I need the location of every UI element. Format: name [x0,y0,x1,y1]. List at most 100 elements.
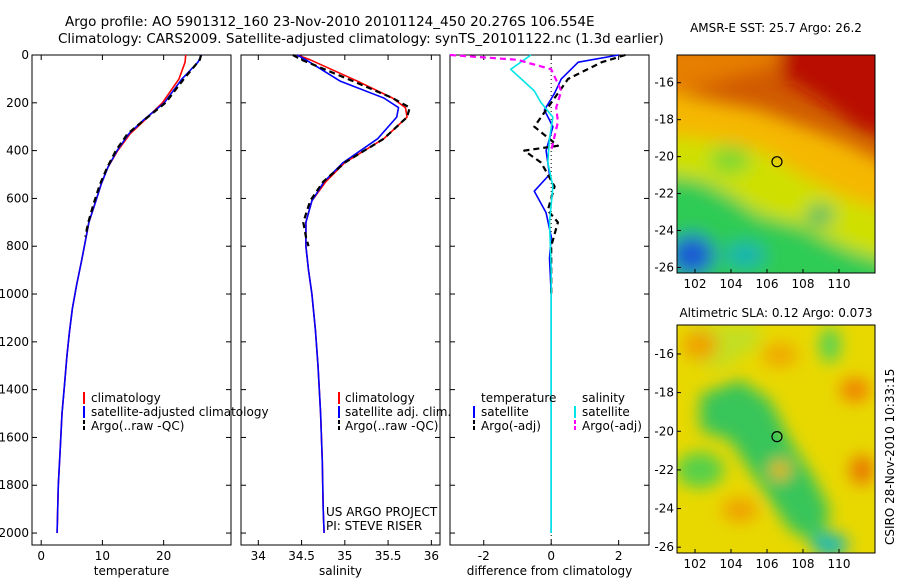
sst-warm-band [677,55,820,93]
map-y-tick-label: -18 [654,386,674,400]
map-x-tick-label: 108 [792,557,815,571]
legend-label-satellite: satellite adj. clim. [345,405,451,419]
x-tick-label: 0 [547,549,555,563]
x-axis-label: temperature [94,564,169,578]
salinity-panel-frame [240,54,441,546]
map-x-tick-label: 110 [828,277,851,291]
difference-legend: temperature satellite Argo(-adj) salinit… [473,391,642,433]
y-tick-label: 800 [6,239,29,253]
map-x-tick-label: 106 [756,557,779,571]
sst-cyan-patch [725,243,765,267]
y-tick-label: 600 [6,191,29,205]
x-axis-label: difference from climatology [467,564,633,578]
map-y-tick-label: -24 [654,224,674,238]
y-tick-label: 2000 [0,526,29,540]
legend-label-temp-argo: Argo(-adj) [481,419,541,433]
series-line-0 [56,54,187,534]
sst-map-title: AMSR-E SST: 25.7 Argo: 26.2 [690,21,862,35]
map-y-tick-label: -16 [654,76,674,90]
sst-map-field [677,55,875,273]
float-location-marker [771,431,783,443]
sla-orange-patch [682,330,718,360]
map-y-tick-label: -16 [654,347,674,361]
salinity-plot: 34 34.5 35 35.5 36 salinity [241,54,440,578]
sla-orange-patch [850,455,874,485]
series-line-2 [509,54,554,533]
map-y-tick-label: -18 [654,113,674,127]
sst-map-frame [676,54,876,274]
series-line-0 [533,54,619,533]
sla-green-patch [677,452,724,488]
x-tick-label: 20 [156,549,171,563]
x-tick-label: -2 [478,549,490,563]
series-line-2 [292,54,411,247]
x-axis-label: salinity [319,564,362,578]
sst-map-axes: 102 104 106 108 110 -16 -18 -20 -22 -24 -26 [654,76,850,291]
legend-label-climatology: climatology [91,391,161,405]
sla-cyan-patch [812,533,848,553]
series-line-0 [296,54,408,534]
difference-panel-frame [449,54,650,546]
temperature-legend: climatology satellite-adjusted climatolo… [83,391,269,433]
series-line-1 [296,54,400,534]
x-tick-label: 35.5 [375,549,402,563]
temperature-panel-frame [31,54,232,546]
y-tick-label: 1400 [0,383,29,397]
map-y-tick-label: -26 [654,260,674,274]
legend-label-argo: Argo(..raw -QC) [345,419,438,433]
map-y-tick-label: -26 [654,540,674,554]
legend-label-temp-satellite: satellite [481,405,529,419]
legend-label-argo: Argo(..raw -QC) [91,419,184,433]
sst-green-band [677,177,875,273]
figure-title-line1: Argo profile: AO 5901312_160 23-Nov-2010… [65,14,595,30]
legend-label-satellite: satellite-adjusted climatology [91,405,269,419]
map-y-tick-label: -20 [654,424,674,438]
x-tick-label: 36 [424,549,439,563]
sla-orange-patch [770,460,790,480]
sst-blue-patch [677,235,714,273]
salinity-legend: climatology satellite adj. clim. Argo(..… [338,391,451,433]
map-x-tick-label: 104 [720,277,743,291]
map-x-tick-label: 106 [756,277,779,291]
timestamp-label: CSIRO 28-Nov-2010 10:33:15 [883,369,897,545]
x-tick-label: 34.5 [288,549,315,563]
y-tick-label: 400 [6,144,29,158]
series-line-2 [84,54,203,237]
float-location-marker [771,156,783,168]
legend-header-salinity: salinity [582,391,625,405]
x-tick-label: 34 [251,549,266,563]
credit-line1: US ARGO PROJECT [326,505,438,519]
x-tick-label: 2 [615,549,623,563]
map-x-tick-label: 110 [828,557,851,571]
map-x-tick-label: 104 [720,557,743,571]
y-tick-label: 1000 [0,287,29,301]
figure-title-line2: Climatology: CARS2009. Satellite-adjuste… [58,31,664,47]
series-line-1 [56,54,203,534]
credit-line2: PI: STEVE RISER [326,519,422,533]
y-tick-label: 1800 [0,478,29,492]
y-tick-label: 0 [21,48,29,62]
sla-orange-patch [762,343,798,367]
y-tick-label: 1200 [0,335,29,349]
sla-map-field [677,325,875,553]
legend-label-sal-satellite: satellite [582,405,630,419]
map-y-tick-label: -24 [654,502,674,516]
sla-orange-patch [722,498,758,522]
sst-hot-patch [780,55,875,134]
map-x-tick-label: 108 [792,277,815,291]
legend-header-temperature: temperature [481,391,556,405]
map-x-tick-label: 102 [684,557,707,571]
legend-label-sal-argo: Argo(-adj) [582,419,642,433]
sla-orange-patch [840,378,870,402]
sla-green-band [700,380,830,545]
sla-green-patch [820,327,840,363]
map-y-tick-label: -20 [654,150,674,164]
series-line-1 [523,53,626,294]
sla-map-title: Altimetric SLA: 0.12 Argo: 0.073 [679,306,872,320]
map-y-tick-label: -22 [654,463,674,477]
y-tick-label: 200 [6,96,29,110]
x-tick-label: 0 [37,549,45,563]
